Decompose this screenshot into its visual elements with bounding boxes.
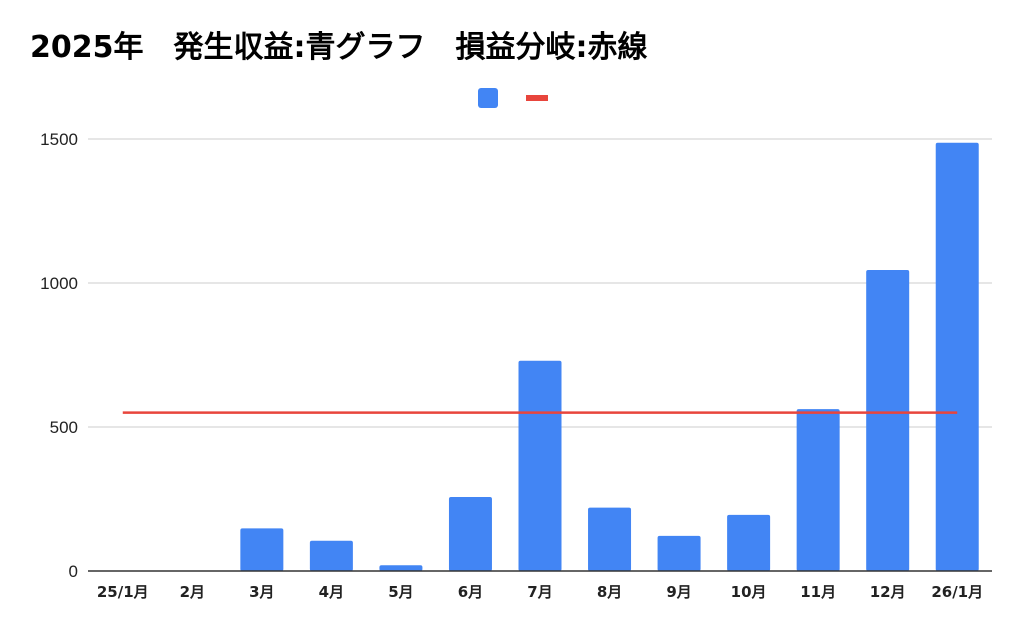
x-tick-label: 25/1月 (97, 583, 149, 601)
y-tick-label: 0 (69, 562, 78, 581)
bar (588, 507, 632, 571)
legend-swatch-line (526, 95, 548, 101)
bar (379, 565, 423, 571)
bar (448, 496, 492, 571)
x-tick-label: 3月 (249, 583, 274, 601)
x-tick-label: 6月 (458, 583, 483, 601)
axes: 0 500 1000 1500 25/1月 2月 3月 4月 5月 6月 7月 8月 9月 10月 11月 1… (40, 130, 992, 601)
x-tick-label: 12月 (870, 583, 906, 601)
legend (478, 88, 548, 108)
bar (727, 514, 771, 571)
x-tick-label: 10月 (731, 583, 767, 601)
x-tick-label: 7月 (527, 583, 552, 601)
x-tick-label: 2月 (180, 583, 205, 601)
y-tick-label: 1500 (40, 130, 78, 149)
chart-title: 2025年 発生収益:青グラフ 損益分岐:赤線 (30, 30, 648, 65)
bar (240, 528, 284, 571)
x-tick-label: 8月 (597, 583, 622, 601)
x-tick-label: 11月 (800, 583, 836, 601)
y-tick-label: 500 (50, 418, 78, 437)
bar (796, 409, 840, 571)
x-tick-label: 26/1月 (931, 583, 983, 601)
bar (935, 142, 979, 571)
bar (657, 535, 701, 571)
legend-swatch-bar (478, 88, 498, 108)
bar-series (240, 142, 979, 571)
bar (309, 540, 353, 571)
x-tick-label: 4月 (319, 583, 344, 601)
bar (866, 270, 910, 571)
x-tick-label: 9月 (666, 583, 691, 601)
bar (518, 360, 562, 571)
y-tick-label: 1000 (40, 274, 78, 293)
x-tick-label: 5月 (388, 583, 413, 601)
